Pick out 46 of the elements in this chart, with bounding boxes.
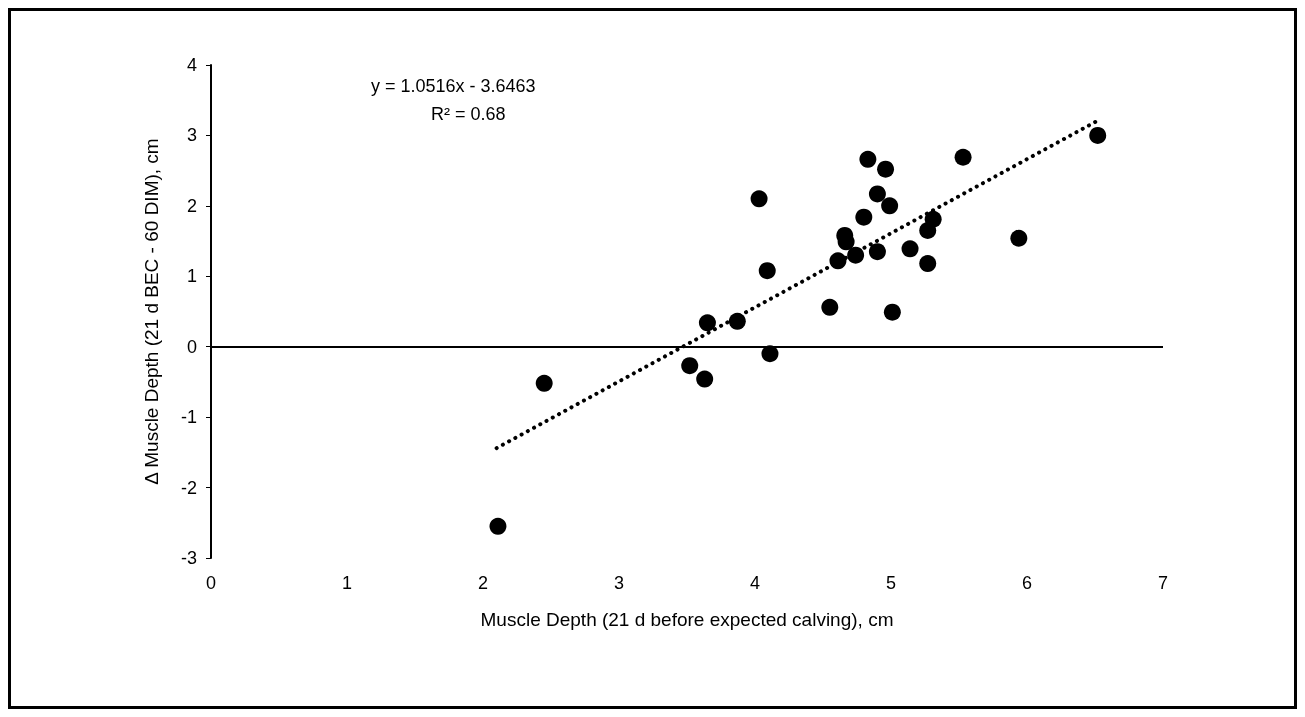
point xyxy=(761,345,779,363)
point xyxy=(829,252,847,270)
point xyxy=(954,148,972,166)
point xyxy=(535,374,553,392)
y-tick-label: 1 xyxy=(186,266,197,287)
y-tick-label: 2 xyxy=(186,195,197,216)
x-tick-label: 7 xyxy=(1157,573,1169,593)
point xyxy=(489,517,507,535)
y-tick-label: -1 xyxy=(180,407,197,428)
point xyxy=(919,255,937,273)
point xyxy=(901,240,919,258)
point xyxy=(859,150,877,168)
point xyxy=(855,208,873,226)
y-tick-label: -3 xyxy=(180,548,197,568)
x-tick-label: 1 xyxy=(341,573,353,593)
y-axis-title: Δ Muscle Depth (21 d BEC - 60 DIM), cm xyxy=(141,138,162,485)
point xyxy=(750,190,768,208)
point xyxy=(868,185,886,203)
x-tick-label: 3 xyxy=(613,573,625,593)
x-tick-label: 2 xyxy=(477,573,489,593)
point xyxy=(698,314,716,332)
x-tick-label: 4 xyxy=(749,573,761,593)
point xyxy=(821,298,839,316)
point xyxy=(868,243,886,261)
y-tick-label: 0 xyxy=(186,336,197,357)
point xyxy=(1089,126,1107,144)
point xyxy=(877,160,895,178)
x-tick-label: 6 xyxy=(1021,573,1033,593)
point xyxy=(924,210,942,228)
x-axis-title: Muscle Depth (21 d before expected calving), cm xyxy=(480,609,894,630)
x-tick-label: 0 xyxy=(205,573,217,593)
point xyxy=(728,312,746,330)
y-tick-label: -2 xyxy=(180,477,197,498)
point xyxy=(696,370,714,388)
point xyxy=(681,357,699,375)
y-tick-label: 4 xyxy=(186,55,197,75)
point xyxy=(883,303,901,321)
chart-frame: y = 1.0516x - 3.6463 R² = 0.68 Δ Muscle Depth (21 d BEC - 60 DIM), cm Muscle Depth (21 d before expected calving), cm -3 -2 -1 0 1 2 3 4 0 1 2 3 4 5 6 7 xyxy=(8,8,1297,709)
point xyxy=(881,197,899,215)
point xyxy=(847,246,865,264)
x-tick-label: 5 xyxy=(885,573,897,593)
annotation: y = 1.0516x - 3.6463 xyxy=(371,76,536,96)
annotation: R² = 0.68 xyxy=(431,104,506,124)
point xyxy=(758,262,776,280)
y-tick-label: 3 xyxy=(186,125,197,146)
point xyxy=(1010,229,1028,247)
